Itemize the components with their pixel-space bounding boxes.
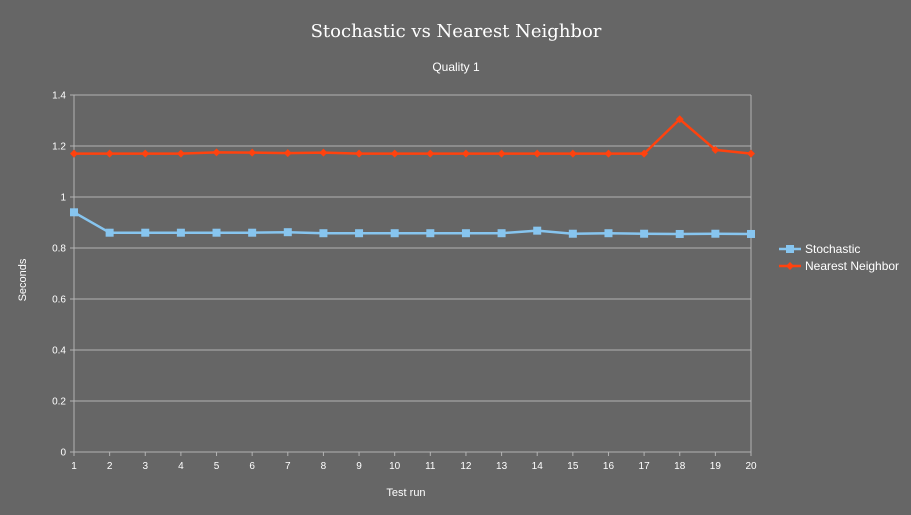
stochastic-point bbox=[604, 229, 613, 238]
chart-title: Stochastic vs Nearest Neighbor bbox=[311, 21, 602, 42]
nearest-neighbor-point bbox=[747, 149, 755, 158]
gridlines bbox=[74, 94, 751, 453]
stochastic-point bbox=[640, 229, 649, 238]
stochastic-point bbox=[141, 228, 150, 237]
y-tick-label: 0 bbox=[60, 448, 66, 459]
nearest-neighbor-point bbox=[640, 149, 649, 158]
stochastic-point bbox=[568, 229, 577, 238]
series-line-stochastic bbox=[73, 211, 752, 236]
y-tick-label: 1.2 bbox=[52, 142, 66, 153]
nearest-neighbor-point bbox=[70, 149, 78, 158]
legend-label-nearest-neighbor: Nearest Neighbor bbox=[805, 259, 899, 273]
x-tick-label: 19 bbox=[710, 461, 722, 472]
x-tick-label: 3 bbox=[142, 461, 148, 472]
x-tick-label: 16 bbox=[603, 461, 615, 472]
x-tick-label: 20 bbox=[745, 461, 757, 472]
x-tick-label: 18 bbox=[674, 461, 686, 472]
x-tick-label: 10 bbox=[389, 461, 401, 472]
nearest-neighbor-point bbox=[461, 149, 470, 158]
y-tick-label: 1 bbox=[60, 193, 66, 204]
nearest-neighbor-point bbox=[105, 149, 114, 158]
nearest-neighbor-point bbox=[533, 149, 542, 158]
nearest-neighbor-point bbox=[212, 148, 221, 157]
x-tick-label: 2 bbox=[107, 461, 113, 472]
x-tick-label: 9 bbox=[356, 461, 362, 472]
stochastic-point bbox=[212, 228, 221, 237]
y-tick-label: 1.4 bbox=[52, 91, 66, 102]
x-tick-label: 5 bbox=[214, 461, 220, 472]
stochastic-point bbox=[533, 226, 542, 235]
nearest-neighbor-point bbox=[319, 148, 328, 157]
nearest-neighbor-point bbox=[711, 145, 720, 154]
stochastic-point bbox=[176, 228, 185, 237]
series-group bbox=[70, 115, 755, 238]
legend-marker-stochastic bbox=[786, 245, 794, 253]
y-axis-title: Seconds bbox=[17, 258, 29, 301]
stochastic-point bbox=[675, 229, 684, 238]
x-tick-label: 6 bbox=[249, 461, 255, 472]
x-tick-label: 1 bbox=[71, 461, 77, 472]
stochastic-point bbox=[283, 228, 292, 237]
stochastic-point bbox=[711, 229, 720, 238]
stochastic-point bbox=[497, 229, 506, 238]
x-tick-label: 14 bbox=[532, 461, 544, 472]
x-tick-label: 12 bbox=[460, 461, 472, 472]
nearest-neighbor-point bbox=[248, 148, 257, 157]
y-tick-label: 0.4 bbox=[52, 346, 66, 357]
nearest-neighbor-point bbox=[355, 149, 364, 158]
nearest-neighbor-point bbox=[141, 149, 150, 158]
nearest-neighbor-point bbox=[426, 149, 435, 158]
nearest-neighbor-point bbox=[283, 149, 292, 158]
y-tick-label: 0.2 bbox=[52, 397, 66, 408]
legend: Stochastic Nearest Neighbor bbox=[779, 242, 899, 273]
stochastic-point bbox=[426, 229, 435, 238]
x-tick-label: 4 bbox=[178, 461, 184, 472]
x-tick-label: 17 bbox=[639, 461, 651, 472]
stochastic-point bbox=[70, 208, 78, 217]
stochastic-point bbox=[319, 229, 328, 238]
x-tick-label: 7 bbox=[285, 461, 291, 472]
chart-subtitle: Quality 1 bbox=[432, 60, 480, 74]
series-line-nearest-neighbor bbox=[74, 117, 752, 155]
nearest-neighbor-point bbox=[497, 149, 506, 158]
legend-label-stochastic: Stochastic bbox=[805, 242, 860, 256]
legend-marker-nearest-neighbor bbox=[786, 262, 794, 270]
stochastic-point bbox=[355, 229, 364, 238]
nearest-neighbor-point bbox=[568, 149, 577, 158]
y-tick-label: 0.6 bbox=[52, 295, 66, 306]
x-tick-label: 13 bbox=[496, 461, 508, 472]
x-axis-title: Test run bbox=[386, 487, 425, 499]
stochastic-point bbox=[390, 229, 399, 238]
stochastic-point bbox=[747, 229, 755, 238]
stochastic-point bbox=[105, 228, 114, 237]
nearest-neighbor-point bbox=[390, 149, 399, 158]
stochastic-point bbox=[248, 228, 257, 237]
nearest-neighbor-point bbox=[675, 115, 684, 124]
y-tick-label: 0.8 bbox=[52, 244, 66, 255]
x-tick-label: 8 bbox=[321, 461, 327, 472]
nearest-neighbor-point bbox=[176, 149, 185, 158]
stochastic-point bbox=[461, 229, 470, 238]
nearest-neighbor-point bbox=[604, 149, 613, 158]
x-tick-label: 11 bbox=[425, 461, 436, 472]
axes: 00.20.40.60.811.21.41 2 3 4 5 6 7 8 9 10 11 12 13 14 1… bbox=[52, 91, 757, 473]
x-tick-label: 15 bbox=[567, 461, 579, 472]
